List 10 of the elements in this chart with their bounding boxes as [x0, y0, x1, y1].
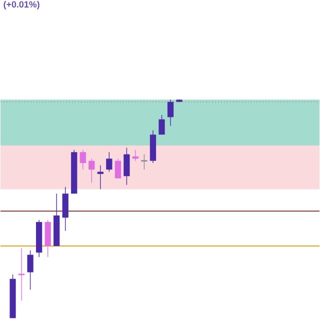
- candlestick: [114, 158, 122, 179]
- candlestick: [27, 250, 34, 290]
- candlestick: [167, 100, 174, 126]
- candlestick: [158, 114, 165, 136]
- candlestick: [140, 154, 148, 170]
- candlestick: [106, 152, 112, 172]
- text: (+0.01%): [4, 1, 40, 10]
- candlestick: [124, 148, 130, 186]
- candlestick: [80, 150, 86, 170]
- candlestick: [88, 158, 95, 184]
